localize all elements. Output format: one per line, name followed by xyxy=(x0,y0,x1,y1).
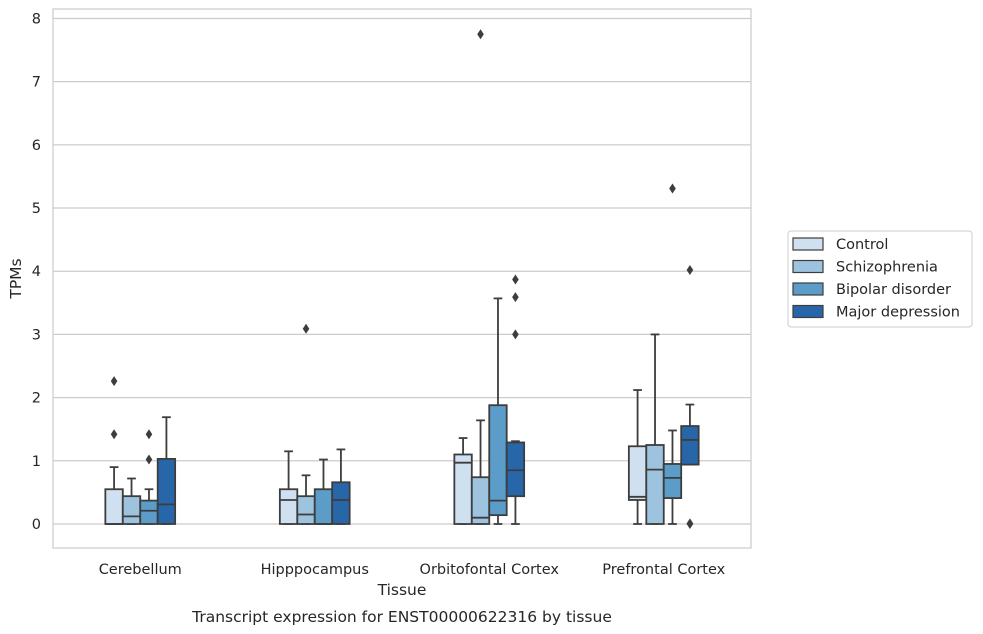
legend-swatch xyxy=(792,282,824,296)
legend-swatch xyxy=(792,237,824,251)
y-tick-label: 6 xyxy=(32,138,41,154)
x-tick-label: Hipppocampus xyxy=(261,562,369,578)
box-0-2 xyxy=(453,437,473,525)
box-body xyxy=(488,404,508,517)
box-body xyxy=(121,495,142,525)
box-0-0 xyxy=(104,376,124,525)
box-3-3 xyxy=(680,264,700,529)
box-2-1 xyxy=(313,458,334,525)
box-0-3 xyxy=(627,389,648,525)
x-tick-label: Prefrontal Cortex xyxy=(602,562,725,578)
box-body xyxy=(680,425,700,466)
y-axis-label: TPMs xyxy=(7,258,25,299)
box-0-1 xyxy=(278,450,299,525)
legend-label: Schizophrenia xyxy=(836,260,938,276)
outlier-point xyxy=(512,292,519,303)
outlier-point xyxy=(145,429,153,440)
y-tick-label: 7 xyxy=(32,75,41,91)
box-plots xyxy=(104,29,700,529)
outlier-point xyxy=(512,329,519,340)
outlier-point xyxy=(110,429,118,440)
outlier-point xyxy=(477,29,484,40)
outlier-point xyxy=(669,183,676,194)
box-body xyxy=(662,463,683,499)
y-tick-label: 1 xyxy=(32,454,41,470)
box-body xyxy=(505,441,526,498)
y-tick-label: 3 xyxy=(32,327,41,343)
legend-box xyxy=(787,230,973,328)
y-tick-label: 8 xyxy=(32,11,41,27)
y-tick-label: 4 xyxy=(32,264,41,280)
legend-swatch xyxy=(792,304,824,319)
legend-label: Major depression xyxy=(836,305,960,321)
legend-label: Control xyxy=(836,237,888,253)
box-3-0 xyxy=(156,416,177,525)
outlier-point xyxy=(686,264,694,275)
x-tick-label: Cerebellum xyxy=(99,562,182,578)
legend: Control Schizophrenia Bipolar disorder Majo… xyxy=(787,230,973,328)
box-2-0 xyxy=(139,429,159,525)
y-axis-ticks: 0 1 2 3 4 5 6 7 8 xyxy=(32,11,41,533)
outlier-point xyxy=(686,518,694,529)
box-body xyxy=(139,499,159,525)
y-tick-label: 5 xyxy=(32,201,41,217)
box-2-2 xyxy=(488,297,508,525)
box-body xyxy=(104,488,124,525)
x-axis-ticks: Cerebellum Hipppocampus Orbitofontal Corte… xyxy=(99,562,726,578)
plot-frame xyxy=(52,8,752,549)
box-body xyxy=(278,488,299,525)
box-body xyxy=(296,495,316,525)
box-3-2 xyxy=(505,274,526,525)
legend-label: Bipolar disorder xyxy=(836,282,951,298)
chart-caption: Transcript expression for ENST0000062231… xyxy=(191,608,612,626)
x-tick-label: Orbitofontal Cortex xyxy=(420,562,560,578)
x-axis-label: Tissue xyxy=(377,581,427,599)
box-body xyxy=(313,488,334,525)
box-1-2 xyxy=(470,29,491,525)
box-body xyxy=(453,453,473,525)
box-2-3 xyxy=(662,183,683,525)
outlier-point xyxy=(512,274,519,285)
legend-swatch xyxy=(792,259,824,274)
y-tick-label: 0 xyxy=(32,517,41,533)
outlier-point xyxy=(110,376,118,387)
box-body xyxy=(645,444,665,525)
box-body xyxy=(331,481,351,525)
outlier-point xyxy=(302,323,310,334)
box-body xyxy=(627,445,648,501)
y-tick-label: 2 xyxy=(32,391,41,407)
box-3-1 xyxy=(331,448,351,525)
outlier-point xyxy=(145,454,153,465)
box-body xyxy=(156,458,177,525)
